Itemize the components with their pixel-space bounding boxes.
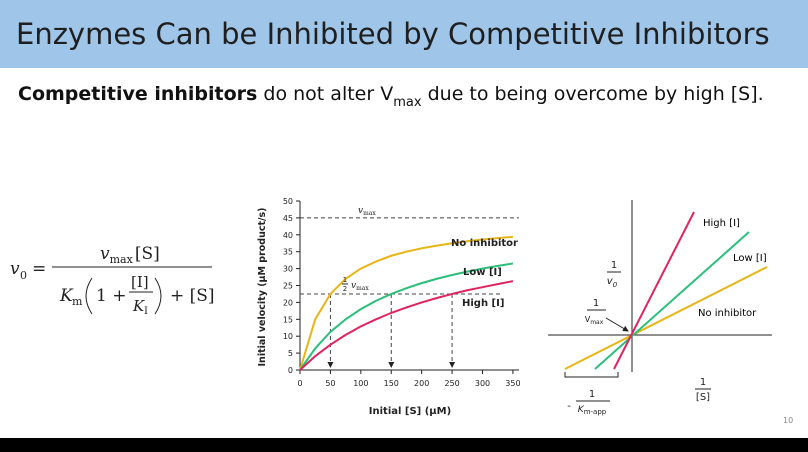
x-tick-label: 200 (414, 379, 429, 388)
half-v: v (351, 281, 356, 291)
t: K (578, 405, 585, 415)
eq-k-sub: m (72, 295, 83, 308)
series-label: No inhibitor (451, 238, 518, 249)
x-tick-label: 150 (384, 379, 399, 388)
equation: v 0 = vmax [S] K m 1 + [I] K I + [S] (10, 244, 215, 317)
eq-ki-sub: I (144, 306, 148, 317)
y-tick-label: 40 (283, 231, 293, 240)
bracket (564, 372, 619, 378)
lb-xint-num: 1 (589, 389, 595, 400)
subtitle-text: do not alter V (257, 83, 393, 105)
lb-line (594, 231, 750, 370)
x-tick-label: 250 (444, 379, 459, 388)
t: V (585, 315, 591, 324)
y-tick-label: 5 (288, 349, 293, 358)
lb-label: Low [I] (733, 253, 767, 264)
eq-s: [S] (135, 244, 160, 264)
t: v (607, 276, 614, 287)
series-line (299, 235, 514, 371)
vmax-sub: max (363, 210, 376, 217)
eq-i: [I] (131, 273, 149, 291)
bottom-bar (0, 438, 808, 452)
y-tick-label: 50 (283, 197, 293, 206)
lb-xint-den: Km-app (578, 405, 607, 416)
lb-ylabel-num: 1 (611, 260, 617, 271)
eq-equals: = (32, 259, 46, 279)
eq-v: v (100, 244, 110, 264)
t: m-app (584, 408, 607, 416)
vmax-label: vmax (358, 206, 376, 217)
eq-lhs-sub: 0 (20, 269, 27, 282)
velocity-chart: 0 5 10 15 20 25 30 35 40 45 50 0 50 100 150 200 250 300 35… (257, 197, 521, 417)
half-sub: max (356, 285, 369, 292)
eq-ki: K (132, 297, 145, 315)
half-vmax-label: vmax (351, 281, 369, 292)
y-tick-label: 45 (283, 214, 293, 223)
subtitle: Competitive inhibitors do not alter Vmax… (18, 83, 764, 110)
lb-ylabel-den: v0 (607, 276, 618, 289)
title-band (0, 0, 808, 68)
vmax-v: v (358, 206, 363, 216)
lb-xint-sign: - (567, 401, 571, 412)
eq-one-plus: 1 + (96, 286, 126, 306)
slide-title: Enzymes Can be Inhibited by Competitive … (16, 17, 770, 51)
paren (85, 277, 93, 315)
x-tick-label: 350 (505, 379, 520, 388)
x-tick-label: 0 (297, 379, 302, 388)
x-axis-label: Initial [S] (μM) (369, 406, 451, 417)
eq-plus-s: + [S] (170, 286, 215, 306)
t: max (590, 319, 604, 326)
page-number: 10 (783, 416, 793, 425)
x-tick-label: 50 (325, 379, 335, 388)
x-tick-label: 300 (475, 379, 490, 388)
paren (154, 277, 162, 315)
lb-line (613, 211, 695, 370)
y-tick-label: 20 (283, 298, 293, 307)
lb-xlabel-den: [S] (696, 392, 710, 403)
lb-label: No inhibitor (698, 308, 757, 319)
pointer-arrow (605, 317, 629, 332)
series-label: High [I] (462, 298, 504, 309)
eq-sub: max (110, 253, 134, 266)
y-tick-label: 15 (283, 315, 293, 324)
y-tick-label: 10 (283, 332, 293, 341)
series-line (299, 280, 514, 371)
y-tick-label: 0 (288, 366, 293, 375)
half-num: 1 (343, 276, 347, 284)
y-tick-label: 35 (283, 248, 293, 257)
half-den: 2 (343, 285, 347, 293)
eq-lhs: v (10, 259, 20, 279)
eq-numerator: vmax [S] (100, 244, 160, 266)
t: 0 (613, 281, 618, 289)
x-tick-label: 100 (353, 379, 368, 388)
y-axis-label: Initial velocity (μM product/s) (257, 208, 268, 367)
subtitle-bold: Competitive inhibitors (18, 83, 257, 105)
lb-xlabel-num: 1 (700, 377, 706, 388)
lb-int-den: Vmax (585, 315, 604, 326)
series-label: Low [I] (463, 267, 502, 278)
subtitle-sub: max (393, 95, 422, 110)
lb-label: High [I] (703, 218, 740, 229)
series-line (299, 262, 514, 371)
subtitle-text: due to being overcome by high [S]. (422, 83, 764, 105)
lb-line (564, 266, 768, 370)
y-tick-label: 30 (283, 265, 293, 274)
eq-k: K (59, 286, 74, 306)
lb-int-num: 1 (593, 298, 599, 309)
lineweaver-burk-chart: High [I] Low [I] No inhibitor 1 v0 1 Vma… (548, 200, 772, 416)
y-tick-label: 25 (283, 282, 293, 291)
